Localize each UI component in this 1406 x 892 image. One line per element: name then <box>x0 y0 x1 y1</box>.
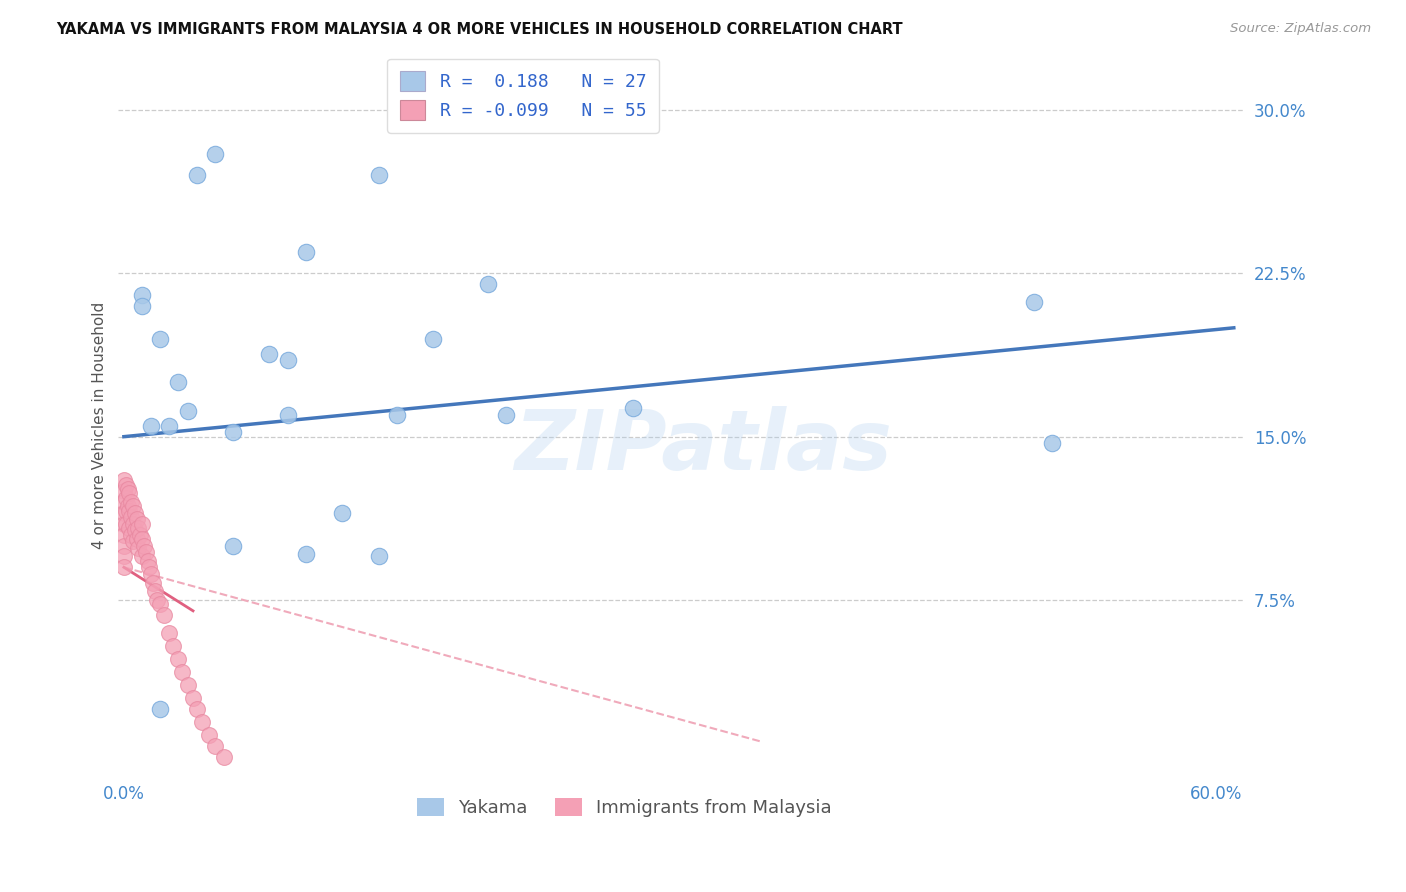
Point <box>157 418 180 433</box>
Point <box>167 651 190 665</box>
Point <box>176 403 198 417</box>
Point <box>1022 294 1045 309</box>
Point <box>124 506 146 520</box>
Point <box>131 288 153 302</box>
Point <box>112 539 135 553</box>
Point <box>191 714 214 729</box>
Point <box>118 486 141 500</box>
Point <box>127 521 149 535</box>
Point <box>120 510 142 524</box>
Point <box>131 299 153 313</box>
Point <box>117 500 139 514</box>
Point <box>330 506 353 520</box>
Point <box>112 549 135 564</box>
Point <box>277 353 299 368</box>
Point <box>367 169 389 183</box>
Point <box>186 702 208 716</box>
Point <box>367 549 389 564</box>
Point <box>114 516 136 531</box>
Point <box>120 527 142 541</box>
Point <box>157 625 180 640</box>
Point <box>112 495 135 509</box>
Point <box>145 593 167 607</box>
Point <box>112 516 135 531</box>
Point <box>385 408 408 422</box>
Point <box>114 477 136 491</box>
Point <box>124 523 146 537</box>
Point <box>222 539 245 553</box>
Point <box>153 608 176 623</box>
Point <box>117 482 139 496</box>
Point <box>120 495 142 509</box>
Point <box>198 728 221 742</box>
Point <box>167 376 190 390</box>
Point <box>181 690 204 705</box>
Point <box>125 532 148 546</box>
Point <box>186 169 208 183</box>
Point <box>143 584 166 599</box>
Point <box>122 516 145 531</box>
Point <box>204 739 226 753</box>
Point <box>112 473 135 487</box>
Point <box>295 244 318 259</box>
Point <box>132 539 155 553</box>
Point <box>129 527 152 541</box>
Point <box>204 146 226 161</box>
Point <box>621 401 644 416</box>
Point <box>112 560 135 574</box>
Point <box>295 547 318 561</box>
Point <box>477 277 499 292</box>
Point <box>136 554 159 568</box>
Point <box>495 408 517 422</box>
Point <box>112 484 135 499</box>
Text: YAKAMA VS IMMIGRANTS FROM MALAYSIA 4 OR MORE VEHICLES IN HOUSEHOLD CORRELATION C: YAKAMA VS IMMIGRANTS FROM MALAYSIA 4 OR … <box>56 22 903 37</box>
Point <box>162 639 184 653</box>
Point <box>112 527 135 541</box>
Point <box>277 408 299 422</box>
Point <box>141 566 163 581</box>
Y-axis label: 4 or more Vehicles in Household: 4 or more Vehicles in Household <box>93 302 107 549</box>
Point <box>125 512 148 526</box>
Point <box>172 665 194 679</box>
Point <box>114 504 136 518</box>
Point <box>142 575 165 590</box>
Point <box>141 418 163 433</box>
Legend: Yakama, Immigrants from Malaysia: Yakama, Immigrants from Malaysia <box>409 790 839 824</box>
Text: Source: ZipAtlas.com: Source: ZipAtlas.com <box>1230 22 1371 36</box>
Point <box>112 506 135 520</box>
Point <box>149 597 172 611</box>
Point <box>259 347 281 361</box>
Point <box>122 500 145 514</box>
Point <box>135 545 157 559</box>
Point <box>131 516 153 531</box>
Point <box>422 332 444 346</box>
Point <box>222 425 245 440</box>
Point <box>131 549 153 564</box>
Point <box>118 521 141 535</box>
Point <box>114 491 136 505</box>
Point <box>212 749 235 764</box>
Point <box>127 541 149 555</box>
Text: ZIPatlas: ZIPatlas <box>515 406 891 487</box>
Point <box>122 534 145 549</box>
Point <box>131 532 153 546</box>
Point <box>149 702 172 716</box>
Point <box>149 332 172 346</box>
Point <box>118 504 141 518</box>
Point <box>176 678 198 692</box>
Point <box>1040 436 1063 450</box>
Point <box>138 560 160 574</box>
